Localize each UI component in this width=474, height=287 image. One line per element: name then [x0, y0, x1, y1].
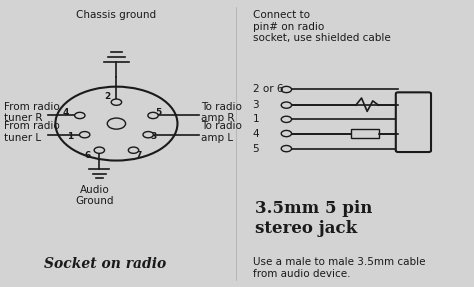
Text: 2: 2	[104, 92, 110, 101]
Text: 3: 3	[253, 100, 259, 110]
Text: Audio
Ground: Audio Ground	[75, 185, 114, 206]
Text: Chassis ground: Chassis ground	[76, 10, 156, 20]
Text: 7: 7	[135, 151, 141, 160]
Circle shape	[143, 131, 154, 138]
Text: 1: 1	[253, 114, 259, 124]
Text: 5: 5	[253, 144, 259, 154]
Text: To radio
amp L: To radio amp L	[201, 121, 242, 143]
Text: 4: 4	[253, 129, 259, 139]
Text: To radio
amp R: To radio amp R	[201, 102, 242, 123]
Circle shape	[148, 112, 158, 119]
Text: 3.5mm 5 pin
stereo jack: 3.5mm 5 pin stereo jack	[255, 200, 372, 237]
Text: From radio
tuner R: From radio tuner R	[4, 102, 59, 123]
Circle shape	[80, 131, 90, 138]
Bar	[351, 129, 379, 138]
Circle shape	[74, 112, 85, 119]
Circle shape	[111, 99, 122, 105]
Text: 6: 6	[84, 151, 90, 160]
Circle shape	[94, 147, 105, 153]
Text: From radio
tuner L: From radio tuner L	[4, 121, 59, 143]
Text: Socket on radio: Socket on radio	[44, 257, 166, 272]
FancyBboxPatch shape	[396, 92, 431, 152]
Circle shape	[128, 147, 139, 153]
Text: 3: 3	[151, 132, 157, 141]
Text: 4: 4	[63, 108, 69, 117]
Text: Use a male to male 3.5mm cable
from audio device.: Use a male to male 3.5mm cable from audi…	[253, 257, 425, 279]
Text: Connect to
pin# on radio
socket, use shielded cable: Connect to pin# on radio socket, use shi…	[253, 10, 391, 43]
Text: 1: 1	[67, 132, 74, 141]
Text: 5: 5	[155, 108, 162, 117]
Text: 2 or 6: 2 or 6	[253, 84, 283, 94]
